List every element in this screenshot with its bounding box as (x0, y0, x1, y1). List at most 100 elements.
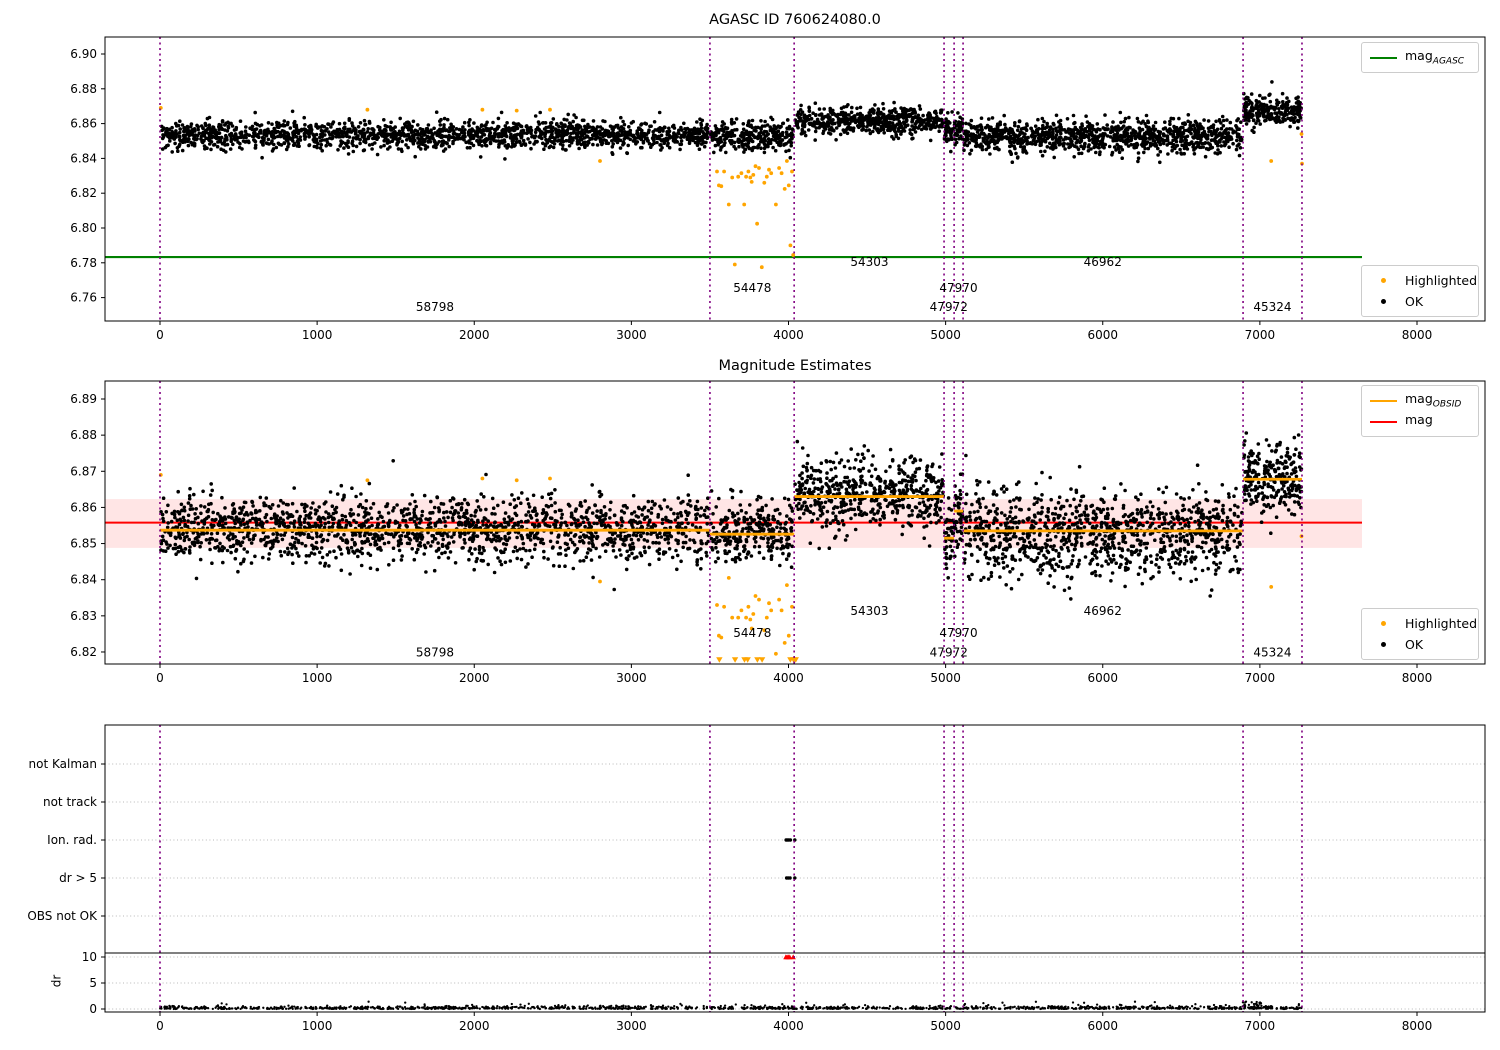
legend-item-highlighted: Highlighted (1370, 613, 1477, 634)
x-tick-label: 1000 (302, 671, 333, 685)
ok-dot-swatch (1381, 642, 1386, 647)
highlighted-dot-swatch (1381, 621, 1386, 626)
x-tick-label: 5000 (930, 1019, 961, 1033)
obsid-label: 47970 (939, 281, 977, 295)
axes-frame (104, 724, 1486, 1013)
x-tick-label: 4000 (773, 671, 804, 685)
legend-label-mag: mag (1405, 412, 1433, 428)
middle-plot-area (105, 381, 1363, 664)
highlighted-dot-swatch (1381, 278, 1386, 283)
flag-category-label: Ion. rad. (47, 833, 97, 847)
y-tick-label: 6.86 (70, 117, 97, 131)
clipped-point-triangle (758, 657, 766, 663)
legend-mag-agasc: magAGASC (1361, 42, 1479, 73)
x-tick-label: 2000 (459, 671, 490, 685)
y-tick-label: 6.86 (70, 500, 97, 514)
legend-label-ok: OK (1405, 294, 1424, 309)
x-tick-label: 0 (156, 671, 164, 685)
flag-category-label: dr > 5 (59, 871, 97, 885)
legend-top-markers: Highlighted OK (1361, 265, 1479, 317)
dr-axis-label: dr (49, 974, 64, 988)
x-tick-label: 5000 (930, 671, 961, 685)
top-chart-title: AGASC ID 760624080.0 (709, 12, 881, 28)
flag-point (788, 838, 793, 842)
x-tick-label: 2000 (459, 1019, 490, 1033)
flag-point (788, 876, 792, 880)
y-tick-label: 6.87 (70, 464, 97, 478)
legend-item-highlighted: Highlighted (1370, 270, 1477, 291)
obsid-label: 46962 (1084, 604, 1122, 618)
dr-tick-label: 5 (89, 976, 97, 990)
x-tick-label: 5000 (930, 328, 961, 342)
flag-category-label: not Kalman (29, 757, 97, 771)
x-tick-label: 8000 (1402, 1019, 1433, 1033)
legend-label-mag-agasc: magAGASC (1405, 48, 1465, 67)
obsid-label: 47972 (930, 646, 968, 660)
flag-category-label: not track (43, 795, 97, 809)
y-tick-label: 6.85 (70, 537, 97, 551)
x-tick-label: 3000 (616, 328, 647, 342)
clipped-point-triangle (744, 657, 751, 663)
dr-exceed-point (787, 954, 793, 960)
axes-frame (104, 380, 1486, 665)
y-tick-label: 6.89 (70, 392, 97, 406)
x-tick-label: 6000 (1087, 328, 1118, 342)
x-tick-label: 1000 (302, 1019, 333, 1033)
obsid-label: 54303 (850, 255, 888, 269)
clipped-point-triangle (716, 657, 723, 663)
y-tick-label: 6.84 (70, 573, 97, 587)
obsid-label: 45324 (1253, 300, 1291, 314)
mag-line-swatch (1370, 420, 1397, 423)
mag-agasc-line-swatch (1370, 56, 1397, 59)
y-tick-label: 6.84 (70, 151, 97, 165)
clipped-point-triangle (731, 657, 739, 663)
x-tick-label: 8000 (1402, 328, 1433, 342)
x-tick-label: 6000 (1087, 1019, 1118, 1033)
y-tick-label: 6.80 (70, 221, 97, 235)
legend-item-ok: OK (1370, 291, 1470, 312)
obsid-label: 47970 (939, 626, 977, 640)
flag-point (793, 876, 797, 880)
ok-dot-swatch (1381, 299, 1386, 304)
obsid-label: 54478 (733, 281, 771, 295)
y-tick-label: 6.82 (70, 186, 97, 200)
x-tick-label: 3000 (616, 671, 647, 685)
legend-middle-markers: Highlighted OK (1361, 608, 1479, 660)
mag-obsid-line-swatch (1370, 399, 1397, 402)
y-tick-label: 6.88 (70, 82, 97, 96)
x-tick-label: 6000 (1087, 671, 1118, 685)
obsid-label: 54478 (733, 626, 771, 640)
obsid-label: 54303 (850, 604, 888, 618)
flag-category-label: OBS not OK (27, 909, 98, 923)
obsid-label: 47972 (930, 300, 968, 314)
top-plot-area (105, 37, 1363, 321)
legend-label-mag-obsid: magOBSID (1405, 391, 1462, 410)
legend-label-highlighted: Highlighted (1405, 273, 1478, 288)
x-tick-label: 8000 (1402, 671, 1433, 685)
legend-label-highlighted: Highlighted (1405, 616, 1478, 631)
middle-chart-title: Magnitude Estimates (718, 358, 872, 374)
bottom-plot-area (105, 725, 1485, 1012)
x-tick-label: 7000 (1245, 671, 1276, 685)
x-tick-label: 4000 (773, 328, 804, 342)
obsid-label: 45324 (1253, 646, 1291, 660)
x-tick-label: 1000 (302, 328, 333, 342)
clipped-point-triangle (754, 657, 761, 663)
x-tick-label: 7000 (1245, 1019, 1276, 1033)
dr-tick-label: 10 (82, 950, 97, 964)
x-tick-label: 0 (156, 328, 164, 342)
axes-frame (104, 36, 1486, 322)
y-tick-label: 6.88 (70, 428, 97, 442)
dr-tick-label: 0 (89, 1002, 97, 1016)
x-tick-label: 7000 (1245, 328, 1276, 342)
y-tick-label: 6.76 (70, 291, 97, 305)
x-tick-label: 0 (156, 1019, 164, 1033)
x-tick-label: 2000 (459, 328, 490, 342)
legend-item-ok: OK (1370, 634, 1470, 655)
x-tick-label: 3000 (616, 1019, 647, 1033)
legend-item-mag-obsid: magOBSID (1370, 390, 1470, 411)
y-tick-label: 6.90 (70, 47, 97, 61)
y-tick-label: 6.83 (70, 609, 97, 623)
obsid-label: 58798 (416, 646, 454, 660)
